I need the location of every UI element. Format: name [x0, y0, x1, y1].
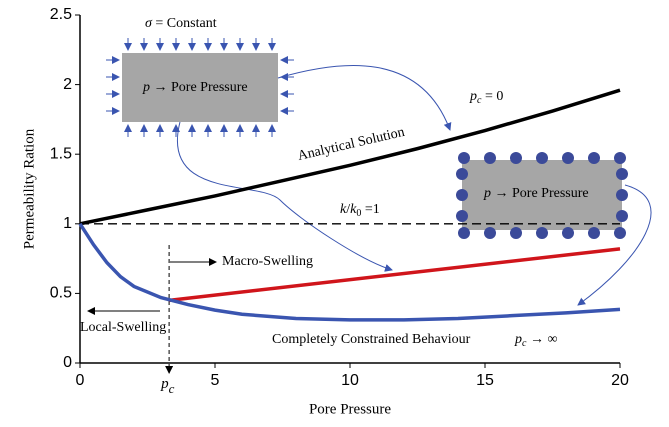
symbol: k	[340, 202, 347, 217]
series-label: Analytical Solution	[296, 125, 406, 164]
annotation: p → Pore Pressure	[142, 80, 248, 95]
pc-label: pc	[160, 376, 175, 396]
text: /	[346, 202, 350, 217]
symbol: σ	[145, 16, 153, 31]
x-tick-label: 15	[476, 372, 494, 389]
connectors	[177, 64, 652, 306]
y-tick-label: 2.5	[50, 6, 72, 23]
annotation: p → Pore Pressure	[483, 186, 589, 201]
symbol: p	[142, 80, 150, 95]
annotation: pc → ∞	[514, 332, 557, 349]
roller	[510, 152, 522, 164]
line	[79, 88, 621, 226]
diagram	[106, 38, 628, 239]
y-axis-label: Permeability Ration	[21, 128, 37, 249]
roller	[614, 152, 626, 164]
y-tick-label: 0.5	[50, 285, 72, 302]
roller	[456, 210, 468, 222]
sample-box	[122, 53, 278, 122]
symbol: k	[350, 202, 357, 217]
text: → Pore Pressure	[150, 80, 248, 95]
connector	[577, 184, 652, 306]
subscript: c	[169, 381, 175, 396]
roller	[616, 210, 628, 222]
symbol: p	[514, 332, 522, 347]
roller	[562, 152, 574, 164]
x-tick-label: 20	[611, 372, 629, 389]
subscript: c	[522, 338, 527, 349]
roller	[456, 168, 468, 180]
x-tick-label: 10	[341, 372, 359, 389]
y-tick-label: 0	[63, 354, 72, 371]
roller	[510, 227, 522, 239]
symbol: p	[160, 376, 169, 392]
symbol: p	[469, 89, 477, 104]
roller	[536, 152, 548, 164]
roller	[458, 227, 470, 239]
subscript: 0	[356, 208, 361, 219]
roller	[536, 227, 548, 239]
annotation: Local-Swelling	[80, 320, 166, 335]
connector	[177, 121, 393, 272]
x-tick-label: 0	[76, 372, 85, 389]
text: = 0	[481, 89, 503, 104]
line	[168, 247, 621, 303]
sample-box	[462, 160, 622, 230]
roller	[458, 152, 470, 164]
roller	[616, 189, 628, 201]
text: = Constant	[152, 16, 217, 31]
x-axis-label: Pore Pressure	[309, 401, 391, 417]
roller	[562, 227, 574, 239]
roller	[616, 168, 628, 180]
roller	[588, 152, 600, 164]
text: → ∞	[526, 332, 557, 347]
symbol: p	[483, 186, 491, 201]
roller	[484, 227, 496, 239]
text: =1	[361, 202, 379, 217]
roller	[614, 227, 626, 239]
connector	[277, 64, 452, 131]
annotation: pc = 0	[469, 89, 503, 106]
x-tick-label: 5	[211, 372, 220, 389]
roller	[456, 189, 468, 201]
y-tick-label: 1	[63, 215, 72, 232]
roller	[484, 152, 496, 164]
subscript: c	[477, 95, 482, 106]
reference-label: k/k0 =1	[340, 202, 380, 219]
text: → Pore Pressure	[491, 186, 589, 201]
y-tick-label: 1.5	[50, 145, 72, 162]
annotation: σ = Constant	[145, 16, 217, 31]
annotation: Macro-Swelling	[222, 254, 313, 269]
line	[78, 222, 621, 322]
y-tick-label: 2	[63, 76, 72, 93]
series-label: Completely Constrained Behaviour	[272, 332, 471, 347]
roller	[588, 227, 600, 239]
